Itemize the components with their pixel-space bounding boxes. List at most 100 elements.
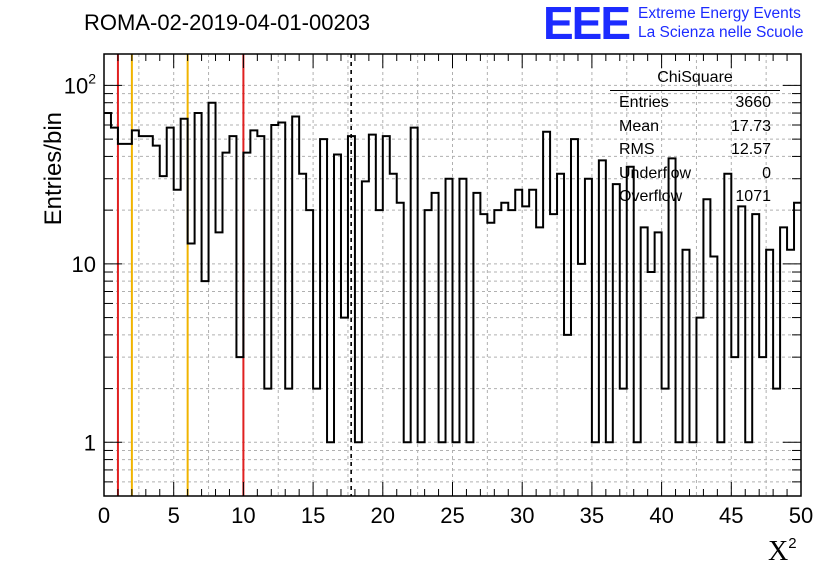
histogram-bin — [641, 227, 648, 496]
histogram-bin — [606, 442, 613, 496]
histogram-bin — [209, 103, 216, 496]
histogram-bin — [585, 179, 592, 496]
histogram-bin — [787, 250, 794, 496]
x-axis-label: X2 — [768, 535, 797, 567]
x-tick-label: 20 — [371, 503, 395, 528]
histogram-bin — [257, 136, 264, 496]
y-axis-label: Entries/bin — [40, 112, 67, 226]
histogram-bin — [508, 210, 515, 496]
histogram-bin — [620, 389, 627, 496]
histogram-bin — [250, 130, 257, 496]
histogram-bin — [404, 442, 411, 496]
histogram-bin — [676, 442, 683, 496]
stats-label: Underflow — [619, 164, 692, 182]
stats-label: RMS — [619, 141, 655, 159]
histogram-bin — [278, 122, 285, 496]
stats-box: ChiSquare Entries 3660 Mean 17.73 RMS 12… — [610, 68, 780, 209]
histogram-bin — [139, 136, 146, 496]
histogram-bin — [167, 128, 174, 496]
stats-row-rms: RMS 12.57 — [612, 138, 778, 162]
histogram-bin — [320, 139, 327, 496]
logo-line-2: La Scienza nelle Scuole — [638, 24, 804, 41]
x-tick-label: 25 — [440, 503, 464, 528]
histogram-bin — [376, 210, 383, 496]
histogram-bin — [683, 250, 690, 496]
histogram-bin — [216, 232, 223, 496]
x-tick-label: 50 — [789, 503, 813, 528]
stats-value: 0 — [762, 164, 771, 182]
x-tick-label: 45 — [719, 503, 743, 528]
histogram-bin — [703, 199, 710, 496]
histogram-bin — [648, 272, 655, 496]
stats-label: Mean — [619, 117, 660, 135]
histogram-bin — [717, 442, 724, 496]
histogram-bin — [369, 135, 376, 496]
histogram-bin — [529, 190, 536, 496]
y-tick-label: 102 — [64, 70, 96, 98]
x-tick-label: 15 — [301, 503, 325, 528]
logo-caption: Extreme Energy Events La Scienza nelle S… — [638, 4, 803, 42]
stats-row-mean: Mean 17.73 — [612, 115, 778, 139]
y-tick-label: 10 — [72, 252, 96, 277]
x-tick-label: 30 — [510, 503, 534, 528]
histogram-bin — [655, 232, 662, 496]
histogram-bin — [550, 214, 557, 496]
histogram-bin — [264, 389, 271, 496]
histogram-bin — [236, 357, 243, 496]
histogram-bin — [780, 227, 787, 496]
histogram-bin — [383, 136, 390, 496]
histogram-bin — [299, 174, 306, 496]
stats-title: ChiSquare — [610, 68, 780, 91]
histogram-bin — [355, 442, 362, 496]
x-tick-label: 5 — [168, 503, 180, 528]
histogram-bin — [397, 203, 404, 496]
histogram-bin — [501, 203, 508, 496]
stats-label: Overflow — [619, 188, 683, 206]
histogram-bin — [174, 190, 181, 496]
histogram-bin — [696, 318, 703, 496]
histogram-bin — [313, 389, 320, 496]
stats-row-underflow: Underflow 0 — [612, 162, 778, 186]
histogram-bin — [306, 210, 313, 496]
histogram-bin — [669, 158, 676, 496]
histogram-bin — [271, 125, 278, 496]
stats-row-entries: Entries 3660 — [612, 91, 778, 115]
histogram-bin — [195, 113, 202, 496]
histogram-bin — [522, 206, 529, 496]
eee-logo: EEE — [543, 0, 631, 49]
histogram-bin — [411, 128, 418, 496]
histogram-bin — [202, 281, 209, 496]
histogram-bin — [125, 144, 132, 496]
histogram-bin — [494, 210, 501, 496]
histogram-outline — [104, 101, 801, 444]
histogram-bin — [362, 181, 369, 496]
stats-value: 12.57 — [730, 141, 771, 159]
x-tick-label: 0 — [98, 503, 110, 528]
histogram-bin — [564, 335, 571, 496]
histogram-bin — [710, 256, 717, 496]
histogram-bin — [327, 442, 334, 496]
histogram-bin — [390, 174, 397, 496]
histogram-bin — [432, 193, 439, 496]
histogram-bin — [738, 206, 745, 496]
x-tick-label: 35 — [580, 503, 604, 528]
stats-value: 1071 — [735, 188, 771, 206]
histogram-bin — [292, 116, 299, 496]
histogram-bin — [425, 210, 432, 496]
histogram-bin — [229, 136, 236, 496]
histogram-bin — [222, 153, 229, 496]
histogram-bin — [627, 167, 634, 496]
histogram-bin — [111, 128, 118, 496]
histogram-bin — [181, 119, 188, 496]
histogram-bin — [634, 442, 641, 496]
histogram-bin — [243, 153, 250, 496]
histogram-bin — [571, 139, 578, 496]
stats-value: 17.73 — [730, 117, 771, 135]
histogram-bin — [118, 144, 125, 496]
x-tick-label: 40 — [649, 503, 673, 528]
x-tick-label: 10 — [231, 503, 255, 528]
histogram-bin — [104, 113, 111, 496]
histogram-bin — [662, 389, 669, 496]
histogram-bin — [745, 442, 752, 496]
